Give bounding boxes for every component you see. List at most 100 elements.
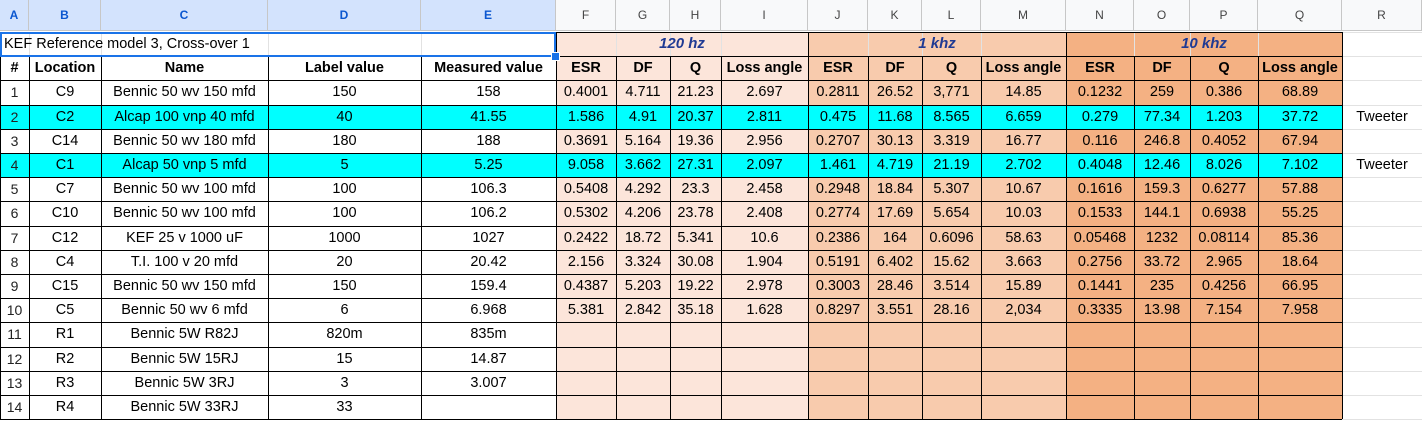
table-cell[interactable]: 0.8297 [815,302,861,318]
table-cell[interactable] [981,347,1066,371]
table-cell[interactable]: T.I. 100 v 20 mfd [130,254,239,270]
table-cell[interactable]: 2.811 [746,109,783,125]
table-cell[interactable]: 0.4052 [1201,133,1247,149]
band-title-3[interactable]: 10 khz [1181,35,1227,52]
table-cell[interactable]: C4 [55,254,75,270]
column-title[interactable]: Label value [305,60,384,76]
table-cell[interactable]: 10.6 [750,230,779,246]
table-cell[interactable]: Bennic 5W 3RJ [134,375,235,391]
column-title[interactable]: ESR [1085,60,1115,76]
table-cell[interactable] [922,347,981,371]
table-cell[interactable] [1134,395,1190,419]
table-cell[interactable]: 2.702 [1005,157,1042,173]
table-cell[interactable]: 5 [340,157,349,173]
table-cell[interactable] [721,322,808,347]
table-cell[interactable]: 0.6938 [1201,205,1247,221]
table-cell[interactable]: R3 [55,375,75,391]
table-cell[interactable]: 0.2774 [815,205,861,221]
table-cell[interactable] [868,395,922,419]
table-cell[interactable]: 85.36 [1281,230,1319,246]
table-cell[interactable]: 10.03 [1005,205,1042,221]
table-cell[interactable]: Bennic 50 wv 100 mfd [113,205,256,221]
table-cell[interactable]: 15.89 [1005,278,1042,294]
table-cell[interactable]: 0.3691 [563,133,609,149]
table-cell[interactable] [616,371,670,395]
table-cell[interactable]: 2,034 [1005,302,1042,318]
table-cell[interactable]: 106.2 [470,205,507,221]
table-cell[interactable]: C2 [55,109,75,125]
column-header-d[interactable]: D [268,0,421,31]
table-cell[interactable] [721,395,808,419]
row-number[interactable]: 1 [10,84,19,100]
column-title[interactable]: Measured value [434,60,543,76]
table-cell[interactable]: 19.22 [677,278,714,294]
table-cell[interactable] [1134,347,1190,371]
column-header-r[interactable]: R [1342,0,1422,31]
table-cell[interactable]: 4.292 [624,181,662,197]
table-cell[interactable]: 0.3335 [1077,302,1123,318]
table-cell[interactable]: 58.63 [1005,230,1042,246]
table-cell[interactable]: 6.402 [876,254,914,270]
column-header-g[interactable]: G [616,0,670,31]
table-cell[interactable]: 1000 [328,230,361,246]
table-cell[interactable]: 5.654 [933,205,970,221]
table-cell[interactable]: 14.87 [470,351,507,367]
table-cell[interactable]: 23.78 [677,205,714,221]
row-note[interactable]: Tweeter [1356,109,1408,125]
table-cell[interactable]: 158 [476,84,501,100]
band-title-1[interactable]: 120 hz [659,35,705,52]
table-cell[interactable]: C7 [55,181,75,197]
column-title[interactable]: Q [945,60,958,76]
table-cell[interactable] [1134,371,1190,395]
table-cell[interactable]: R2 [55,351,75,367]
table-cell[interactable]: 4.711 [625,84,661,100]
table-cell[interactable] [556,395,616,419]
column-header-a[interactable]: A [0,0,29,31]
table-cell[interactable] [556,322,616,347]
table-cell[interactable]: 18.84 [876,181,914,197]
table-cell[interactable]: 150 [332,278,357,294]
table-cell[interactable]: 33.72 [1143,254,1181,270]
table-cell[interactable] [922,371,981,395]
table-cell[interactable]: 26.52 [876,84,914,100]
table-cell[interactable]: 5.164 [624,133,662,149]
table-cell[interactable] [808,371,868,395]
table-cell[interactable]: 37.72 [1281,109,1319,125]
table-cell[interactable]: 55.25 [1281,205,1319,221]
table-cell[interactable]: 1027 [472,230,505,246]
table-cell[interactable] [1258,371,1342,395]
column-title[interactable]: Location [34,60,96,76]
column-title[interactable]: ESR [823,60,853,76]
table-cell[interactable] [556,371,616,395]
table-cell[interactable] [670,347,721,371]
table-cell[interactable]: 0.05468 [1073,230,1127,246]
table-cell[interactable]: 4.206 [624,205,662,221]
table-cell[interactable]: 18.72 [624,230,662,246]
table-cell[interactable] [1190,371,1258,395]
table-cell[interactable] [1258,395,1342,419]
table-cell[interactable] [808,347,868,371]
table-cell[interactable]: 2.965 [1205,254,1243,270]
table-cell[interactable]: 2.156 [567,254,605,270]
table-cell[interactable] [670,322,721,347]
table-cell[interactable]: R1 [55,326,75,342]
table-cell[interactable]: 159.3 [1143,181,1181,197]
table-cell[interactable]: 20.37 [677,109,714,125]
table-cell[interactable]: 11.68 [877,109,913,125]
table-cell[interactable]: 0.5408 [563,181,609,197]
table-cell[interactable] [981,395,1066,419]
row-number[interactable]: 4 [10,157,19,173]
table-cell[interactable]: Bennic 50 wv 6 mfd [121,302,248,318]
column-header-e[interactable]: E [421,0,556,31]
table-cell[interactable]: 1.586 [567,109,605,125]
table-cell[interactable]: 3 [340,375,349,391]
table-cell[interactable]: 5.307 [933,181,970,197]
table-cell[interactable]: C5 [55,302,75,318]
table-cell[interactable]: 106.3 [470,181,507,197]
table-cell[interactable]: 1.203 [1205,109,1243,125]
table-cell[interactable]: 246.8 [1143,133,1181,149]
fill-handle[interactable] [551,52,560,61]
table-cell[interactable]: 0.08114 [1198,230,1250,246]
table-cell[interactable]: 0.6096 [929,230,974,246]
